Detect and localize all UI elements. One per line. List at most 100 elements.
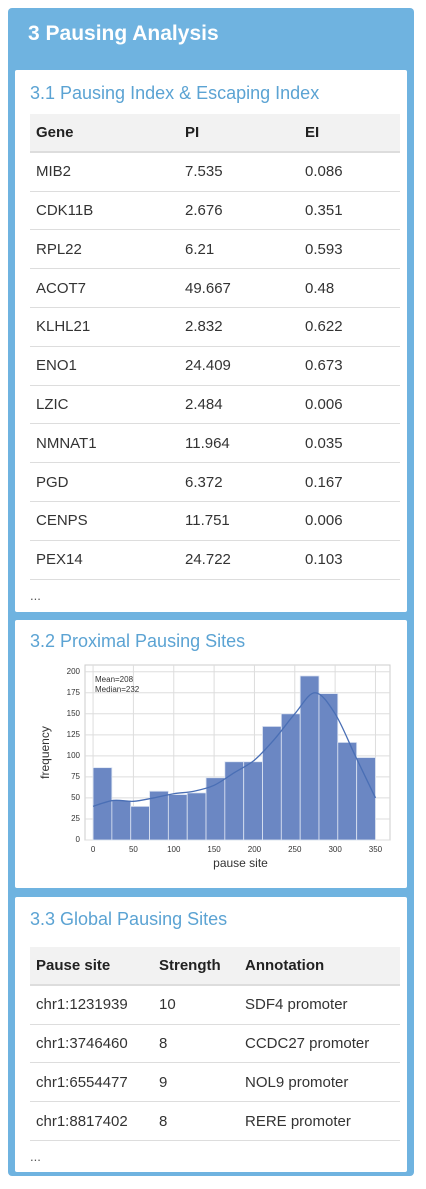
table: Pause site Strength Annotation chr1:1231939… bbox=[30, 947, 400, 1141]
bar bbox=[280, 713, 301, 841]
bar bbox=[318, 693, 339, 841]
table-cell: 2.484 bbox=[185, 395, 223, 413]
table-cell: RERE promoter bbox=[245, 1112, 351, 1130]
y-tick-label: 100 bbox=[67, 751, 81, 760]
table-cell: SDF4 promoter bbox=[245, 996, 348, 1014]
table-cell: KLHL21 bbox=[36, 318, 91, 336]
y-tick-label: 0 bbox=[76, 835, 81, 844]
table-cell: 0.006 bbox=[305, 512, 343, 530]
table-row: CENPS 11.751 0.006 bbox=[30, 502, 400, 541]
table-cell: 24.722 bbox=[185, 551, 231, 569]
table-cell: 0.167 bbox=[305, 473, 343, 491]
bar bbox=[299, 675, 320, 841]
table-row: RPL22 6.21 0.593 bbox=[30, 230, 400, 270]
table-cell: 0.035 bbox=[305, 434, 343, 452]
table-row: ENO1 24.409 0.673 bbox=[30, 347, 400, 386]
bar bbox=[130, 805, 150, 841]
table-row: chr1:8817402 8 RERE promoter bbox=[30, 1102, 400, 1141]
table-cell: 7.535 bbox=[185, 163, 223, 181]
table-cell: chr1:6554477 bbox=[36, 1073, 128, 1091]
bar bbox=[186, 792, 207, 841]
table-cell: 2.832 bbox=[185, 318, 223, 336]
column-header: EI bbox=[305, 123, 320, 141]
y-tick-label: 200 bbox=[67, 667, 81, 676]
table-cell: 11.964 bbox=[185, 434, 230, 452]
column-header: Gene bbox=[36, 123, 74, 141]
bar bbox=[243, 761, 263, 841]
panel: 3 Pausing Analysis 3.1 Pausing Index & E… bbox=[8, 8, 414, 1176]
x-tick-label: 350 bbox=[369, 845, 383, 854]
table-cell: 0.593 bbox=[305, 240, 343, 258]
table-cell: chr1:1231939 bbox=[36, 996, 128, 1014]
table-row: KLHL21 2.832 0.622 bbox=[30, 308, 400, 347]
table-cell: 24.409 bbox=[185, 357, 231, 375]
bar bbox=[337, 742, 358, 841]
x-tick-label: 0 bbox=[91, 845, 96, 854]
column-header: Pause site bbox=[36, 956, 111, 974]
table-cell: 0.622 bbox=[305, 318, 343, 336]
section-title: 3.1 Pausing Index & Escaping Index bbox=[30, 83, 320, 103]
y-tick-label: 75 bbox=[71, 772, 80, 781]
table-row: LZIC 2.484 0.006 bbox=[30, 386, 400, 425]
column-header: Strength bbox=[159, 956, 221, 974]
y-tick-label: 125 bbox=[67, 730, 81, 739]
section: 3.2 Proximal Pausing Sites 0 50 100 150 200 2… bbox=[15, 620, 407, 888]
table-row: CDK11B 2.676 0.351 bbox=[30, 192, 400, 231]
table-cell: 0.086 bbox=[305, 163, 343, 181]
table-cell: 2.676 bbox=[185, 201, 223, 219]
table: Gene PI EI MIB2 7.535 0.086 CDK11B 2.676 0.351 RP… bbox=[30, 114, 400, 580]
table-cell: CCDC27 promoter bbox=[245, 1034, 370, 1052]
table-cell: 0.673 bbox=[305, 357, 343, 375]
table-cell: MIB2 bbox=[36, 163, 72, 181]
y-tick-label: 150 bbox=[67, 709, 81, 718]
table-cell: CENPS bbox=[36, 512, 88, 530]
panel-title: 3 Pausing Analysis bbox=[28, 22, 219, 45]
table-cell: 11.751 bbox=[185, 512, 230, 530]
table-cell: 6.372 bbox=[185, 473, 223, 491]
table-cell: chr1:3746460 bbox=[36, 1034, 128, 1052]
section: 3.1 Pausing Index & Escaping Index Gene P… bbox=[15, 70, 407, 612]
bar bbox=[356, 757, 376, 841]
table-row: chr1:1231939 10 SDF4 promoter bbox=[30, 986, 400, 1025]
table-row: MIB2 7.535 0.086 bbox=[30, 153, 400, 192]
bar bbox=[111, 800, 132, 841]
table-row: NMNAT1 11.964 0.035 bbox=[30, 424, 400, 464]
ellipsis: ... bbox=[30, 588, 41, 603]
table-row: chr1:3746460 8 CCDC27 promoter bbox=[30, 1025, 400, 1064]
bar bbox=[224, 761, 245, 841]
column-header: PI bbox=[185, 123, 200, 141]
annotation: Median=232 bbox=[95, 685, 140, 694]
y-tick-label: 175 bbox=[67, 688, 81, 697]
table-cell: 8 bbox=[159, 1112, 168, 1130]
table-cell: 8 bbox=[159, 1034, 168, 1052]
section: 3.3 Global Pausing Sites Pause site Stren… bbox=[15, 897, 407, 1172]
table-cell: RPL22 bbox=[36, 240, 82, 258]
bar bbox=[262, 726, 282, 841]
table-cell: 0.103 bbox=[305, 551, 343, 569]
x-axis-label: pause site bbox=[213, 856, 268, 870]
annotation: Mean=208 bbox=[95, 675, 134, 684]
table-cell: 0.006 bbox=[305, 395, 343, 413]
x-tick-label: 200 bbox=[248, 845, 262, 854]
table-cell: 6.21 bbox=[185, 240, 215, 258]
table-cell: 0.48 bbox=[305, 279, 335, 297]
y-tick-label: 50 bbox=[71, 793, 80, 802]
x-tick-label: 100 bbox=[167, 845, 181, 854]
table-cell: 0.351 bbox=[305, 201, 343, 219]
table-cell: CDK11B bbox=[36, 201, 94, 219]
table-cell: 49.667 bbox=[185, 279, 231, 297]
table-cell: LZIC bbox=[36, 395, 69, 413]
table-row: ACOT7 49.667 0.48 bbox=[30, 269, 400, 308]
table-row: chr1:6554477 9 NOL9 promoter bbox=[30, 1063, 400, 1103]
bar bbox=[167, 794, 188, 841]
table-cell: NOL9 promoter bbox=[245, 1073, 349, 1091]
table-cell: 9 bbox=[159, 1073, 168, 1091]
ellipsis: ... bbox=[30, 1149, 41, 1164]
x-tick-label: 250 bbox=[288, 845, 302, 854]
kde-line bbox=[92, 692, 377, 807]
table-cell: NMNAT1 bbox=[36, 434, 97, 452]
section-title: 3.3 Global Pausing Sites bbox=[30, 909, 228, 929]
table-row: PGD 6.372 0.167 bbox=[30, 463, 400, 502]
x-tick-label: 50 bbox=[129, 845, 138, 854]
table-cell: chr1:8817402 bbox=[36, 1112, 128, 1130]
